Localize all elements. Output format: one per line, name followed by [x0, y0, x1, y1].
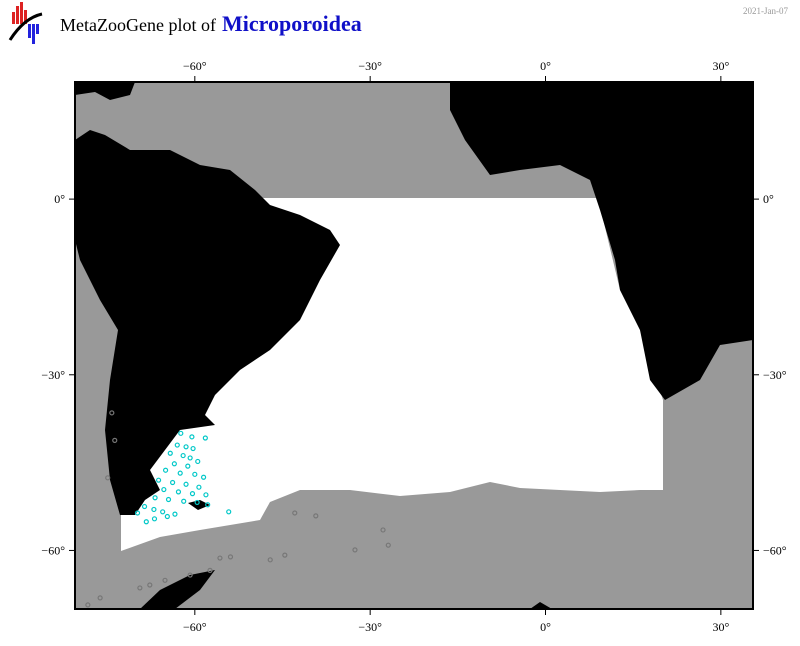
sample-point	[181, 498, 187, 504]
y-tick-label-left: 0°	[54, 192, 65, 206]
sample-point	[352, 547, 358, 553]
y-tick-label-right: 0°	[763, 192, 774, 206]
x-tick-label-top: 0°	[540, 59, 551, 73]
sample-point	[151, 506, 157, 513]
sample-point	[267, 557, 273, 563]
land	[75, 82, 753, 609]
sample-point	[105, 475, 111, 481]
sample-point	[85, 602, 91, 608]
sample-point	[162, 577, 168, 583]
sample-point	[203, 492, 209, 498]
sample-point	[200, 474, 207, 480]
sample-point	[194, 499, 200, 506]
sample-point	[112, 437, 118, 443]
title: MetaZooGene plot of	[60, 15, 216, 35]
frame	[74, 81, 754, 610]
sample-point	[155, 477, 162, 483]
sample-point	[152, 495, 158, 501]
sample-point	[187, 572, 193, 578]
sample-point	[165, 496, 172, 503]
sample-point	[207, 567, 213, 573]
sample-point	[171, 461, 177, 467]
sample-point	[174, 442, 180, 448]
sample-point	[292, 510, 298, 516]
sample-point	[380, 527, 386, 533]
sample-point	[187, 455, 193, 461]
y-tick-label-left: −60°	[41, 543, 65, 557]
sample-point	[162, 467, 169, 473]
sample-point	[190, 445, 196, 452]
x-tick-label-bottom: −60°	[183, 620, 207, 634]
sample-point	[185, 463, 191, 469]
sample-point	[151, 516, 158, 522]
sample-point	[196, 484, 202, 490]
x-tick-label-bottom: 0°	[540, 620, 551, 634]
sample-point	[97, 595, 103, 601]
x-tick-label-bottom: −30°	[358, 620, 382, 634]
y-tick-label-right: −30°	[763, 368, 787, 382]
sample-point	[195, 458, 201, 465]
sample-point	[172, 511, 178, 517]
sample-point	[202, 435, 208, 441]
y-tick-label-right: −60°	[763, 543, 787, 557]
logo	[8, 2, 43, 44]
sample-point	[178, 430, 184, 436]
sample-point	[180, 452, 186, 459]
sample-point	[161, 486, 167, 493]
date: 2021-Jan-07	[743, 6, 788, 16]
sample-point	[134, 510, 141, 516]
sample-point	[282, 552, 288, 558]
sample-point	[167, 450, 173, 456]
sample-point	[217, 555, 223, 561]
sample-point	[160, 509, 166, 515]
sample-point	[183, 481, 189, 487]
sample-point	[177, 470, 183, 476]
taxon: Microporoidea	[222, 11, 362, 36]
x-tick-label-bottom: 30°	[712, 620, 729, 634]
sample-point	[313, 513, 319, 519]
y-tick-label-left: −30°	[41, 368, 65, 382]
sample-point	[205, 502, 211, 508]
sample-point	[137, 585, 143, 591]
x-tick-label-top: 30°	[712, 59, 729, 73]
sample-point	[109, 410, 115, 416]
sample-point	[183, 444, 189, 450]
sample-point	[192, 471, 198, 477]
sample-point	[164, 513, 170, 520]
x-tick-label-top: −60°	[183, 59, 207, 73]
sample-point	[189, 434, 195, 440]
sample-point	[147, 582, 153, 588]
map-area	[74, 81, 754, 610]
sample-point	[385, 542, 391, 548]
sample-point	[227, 554, 234, 560]
sample-point	[226, 509, 232, 515]
sample-point	[175, 489, 182, 495]
sample-point	[143, 519, 149, 525]
sample-point	[189, 491, 196, 497]
sample-point	[170, 479, 176, 486]
sample-point	[141, 503, 148, 510]
x-tick-label-top: −30°	[358, 59, 382, 73]
